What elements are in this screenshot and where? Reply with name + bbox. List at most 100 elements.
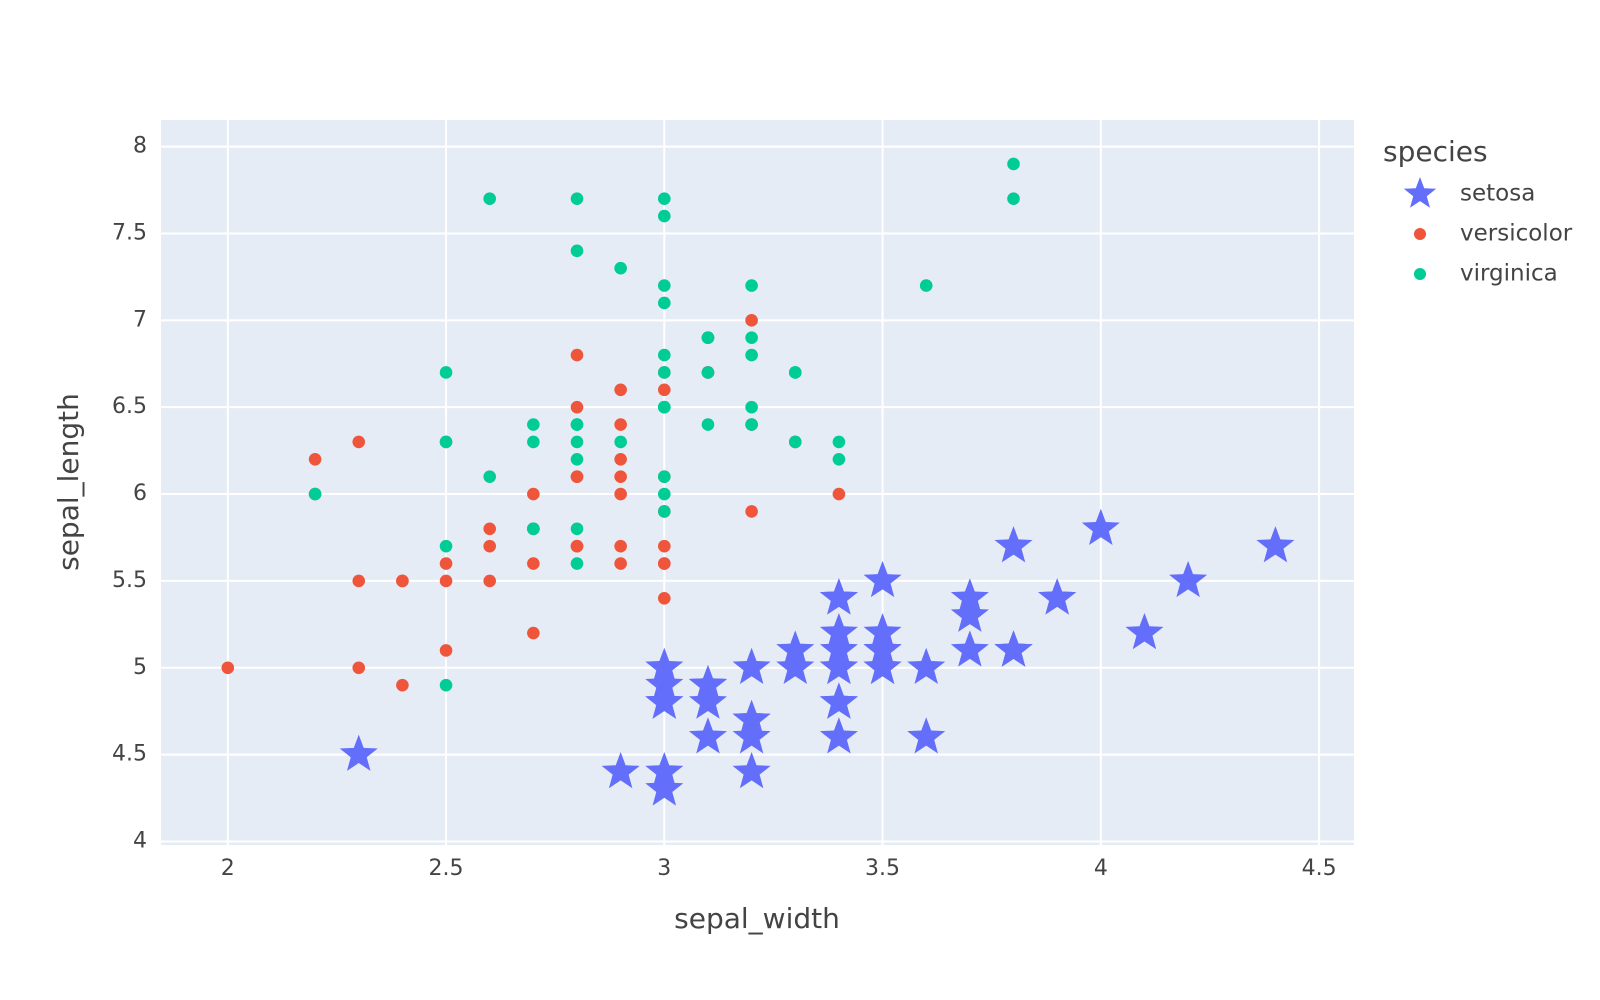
y-tick-label: 5.5 — [112, 568, 147, 593]
star-point — [645, 647, 684, 684]
circle-point — [658, 366, 671, 379]
legend-label: virginica — [1460, 261, 1558, 287]
series — [308, 157, 1020, 692]
circle-point — [439, 539, 453, 553]
legend-symbol — [1414, 228, 1426, 240]
legend-title: species — [1383, 135, 1488, 168]
circle-point — [658, 296, 671, 310]
circle-point — [439, 557, 453, 570]
circle-point — [788, 366, 802, 379]
legend-symbol — [1403, 177, 1437, 208]
y-tick-label: 7.5 — [112, 220, 147, 245]
star-point — [1081, 508, 1120, 545]
circle-point — [570, 557, 584, 570]
y-tick-label: 5 — [133, 655, 147, 680]
star-point — [688, 682, 727, 719]
circle-point — [614, 453, 627, 466]
star-point — [1256, 526, 1295, 563]
circle-point — [396, 678, 409, 692]
star-point — [339, 734, 378, 771]
circle-point — [527, 557, 540, 570]
circle-point — [788, 435, 802, 449]
x-tick-label: 3 — [657, 856, 671, 881]
circle-point — [658, 279, 671, 292]
star-point — [907, 717, 946, 754]
star-point — [645, 769, 684, 806]
star-point — [950, 595, 989, 632]
y-axis-title: sepal_length — [52, 393, 85, 571]
star-point — [819, 630, 858, 667]
circle-point — [658, 383, 671, 397]
circle-point — [439, 574, 453, 588]
star-point — [645, 682, 684, 719]
star-point — [688, 717, 727, 754]
circle-point — [570, 522, 584, 536]
circle-point — [658, 539, 671, 553]
circle-point — [439, 366, 453, 379]
circle-point — [745, 418, 758, 431]
circle-point — [745, 279, 758, 292]
circle-point — [570, 418, 584, 431]
circle-point — [658, 470, 671, 483]
circle-point — [483, 574, 496, 588]
series — [339, 508, 1295, 806]
circle-point — [832, 487, 846, 501]
circle-point — [570, 453, 584, 466]
y-tick-label: 8 — [133, 134, 147, 159]
circle-point — [658, 591, 671, 605]
circle-point — [570, 348, 584, 362]
circle-point — [614, 435, 627, 449]
circle-point — [352, 661, 366, 675]
circle-point — [352, 574, 366, 588]
x-tick-label: 4.5 — [1302, 856, 1337, 881]
circle-point — [527, 522, 540, 536]
circle-point — [658, 348, 671, 362]
circle-point — [658, 557, 671, 570]
star-point — [819, 717, 858, 754]
circle-point — [701, 331, 715, 344]
star-point — [776, 647, 815, 684]
circle-point — [658, 400, 671, 414]
circle-point — [570, 435, 584, 449]
circle-point — [658, 209, 671, 223]
star-point — [645, 752, 684, 789]
circle-point — [658, 192, 671, 206]
star-point — [1038, 578, 1077, 615]
x-tick-label: 2.5 — [429, 856, 464, 881]
y-tick-label: 7 — [133, 307, 147, 332]
circle-point — [1007, 192, 1020, 206]
star-point — [907, 647, 946, 684]
y-tick-label: 4 — [133, 829, 147, 854]
circle-point — [919, 279, 933, 292]
circle-point — [527, 418, 540, 431]
circle-point — [745, 505, 758, 518]
circle-point — [614, 418, 627, 431]
circle-point — [396, 574, 409, 588]
x-axis-title: sepal_width — [674, 902, 840, 935]
star-point — [863, 647, 902, 684]
legend-label: versicolor — [1460, 221, 1573, 247]
circle-point — [483, 522, 496, 536]
circle-point — [308, 453, 322, 466]
circle-point — [221, 661, 235, 675]
star-point — [732, 752, 771, 789]
circle-point — [1007, 157, 1020, 171]
circle-point — [570, 470, 584, 483]
star-point — [1169, 560, 1208, 598]
circle-point — [832, 453, 846, 466]
star-point — [994, 526, 1033, 563]
star-point — [819, 682, 858, 719]
y-tick-label: 6 — [133, 481, 147, 506]
star-point — [732, 647, 771, 684]
circle-point — [614, 557, 627, 570]
star-point — [1125, 613, 1164, 650]
circle-point — [614, 487, 627, 501]
star-point — [688, 665, 727, 702]
circle-point — [658, 487, 671, 501]
circle-point — [614, 261, 627, 275]
circle-point — [483, 539, 496, 553]
star-point — [950, 630, 989, 667]
circle-point — [614, 470, 627, 483]
